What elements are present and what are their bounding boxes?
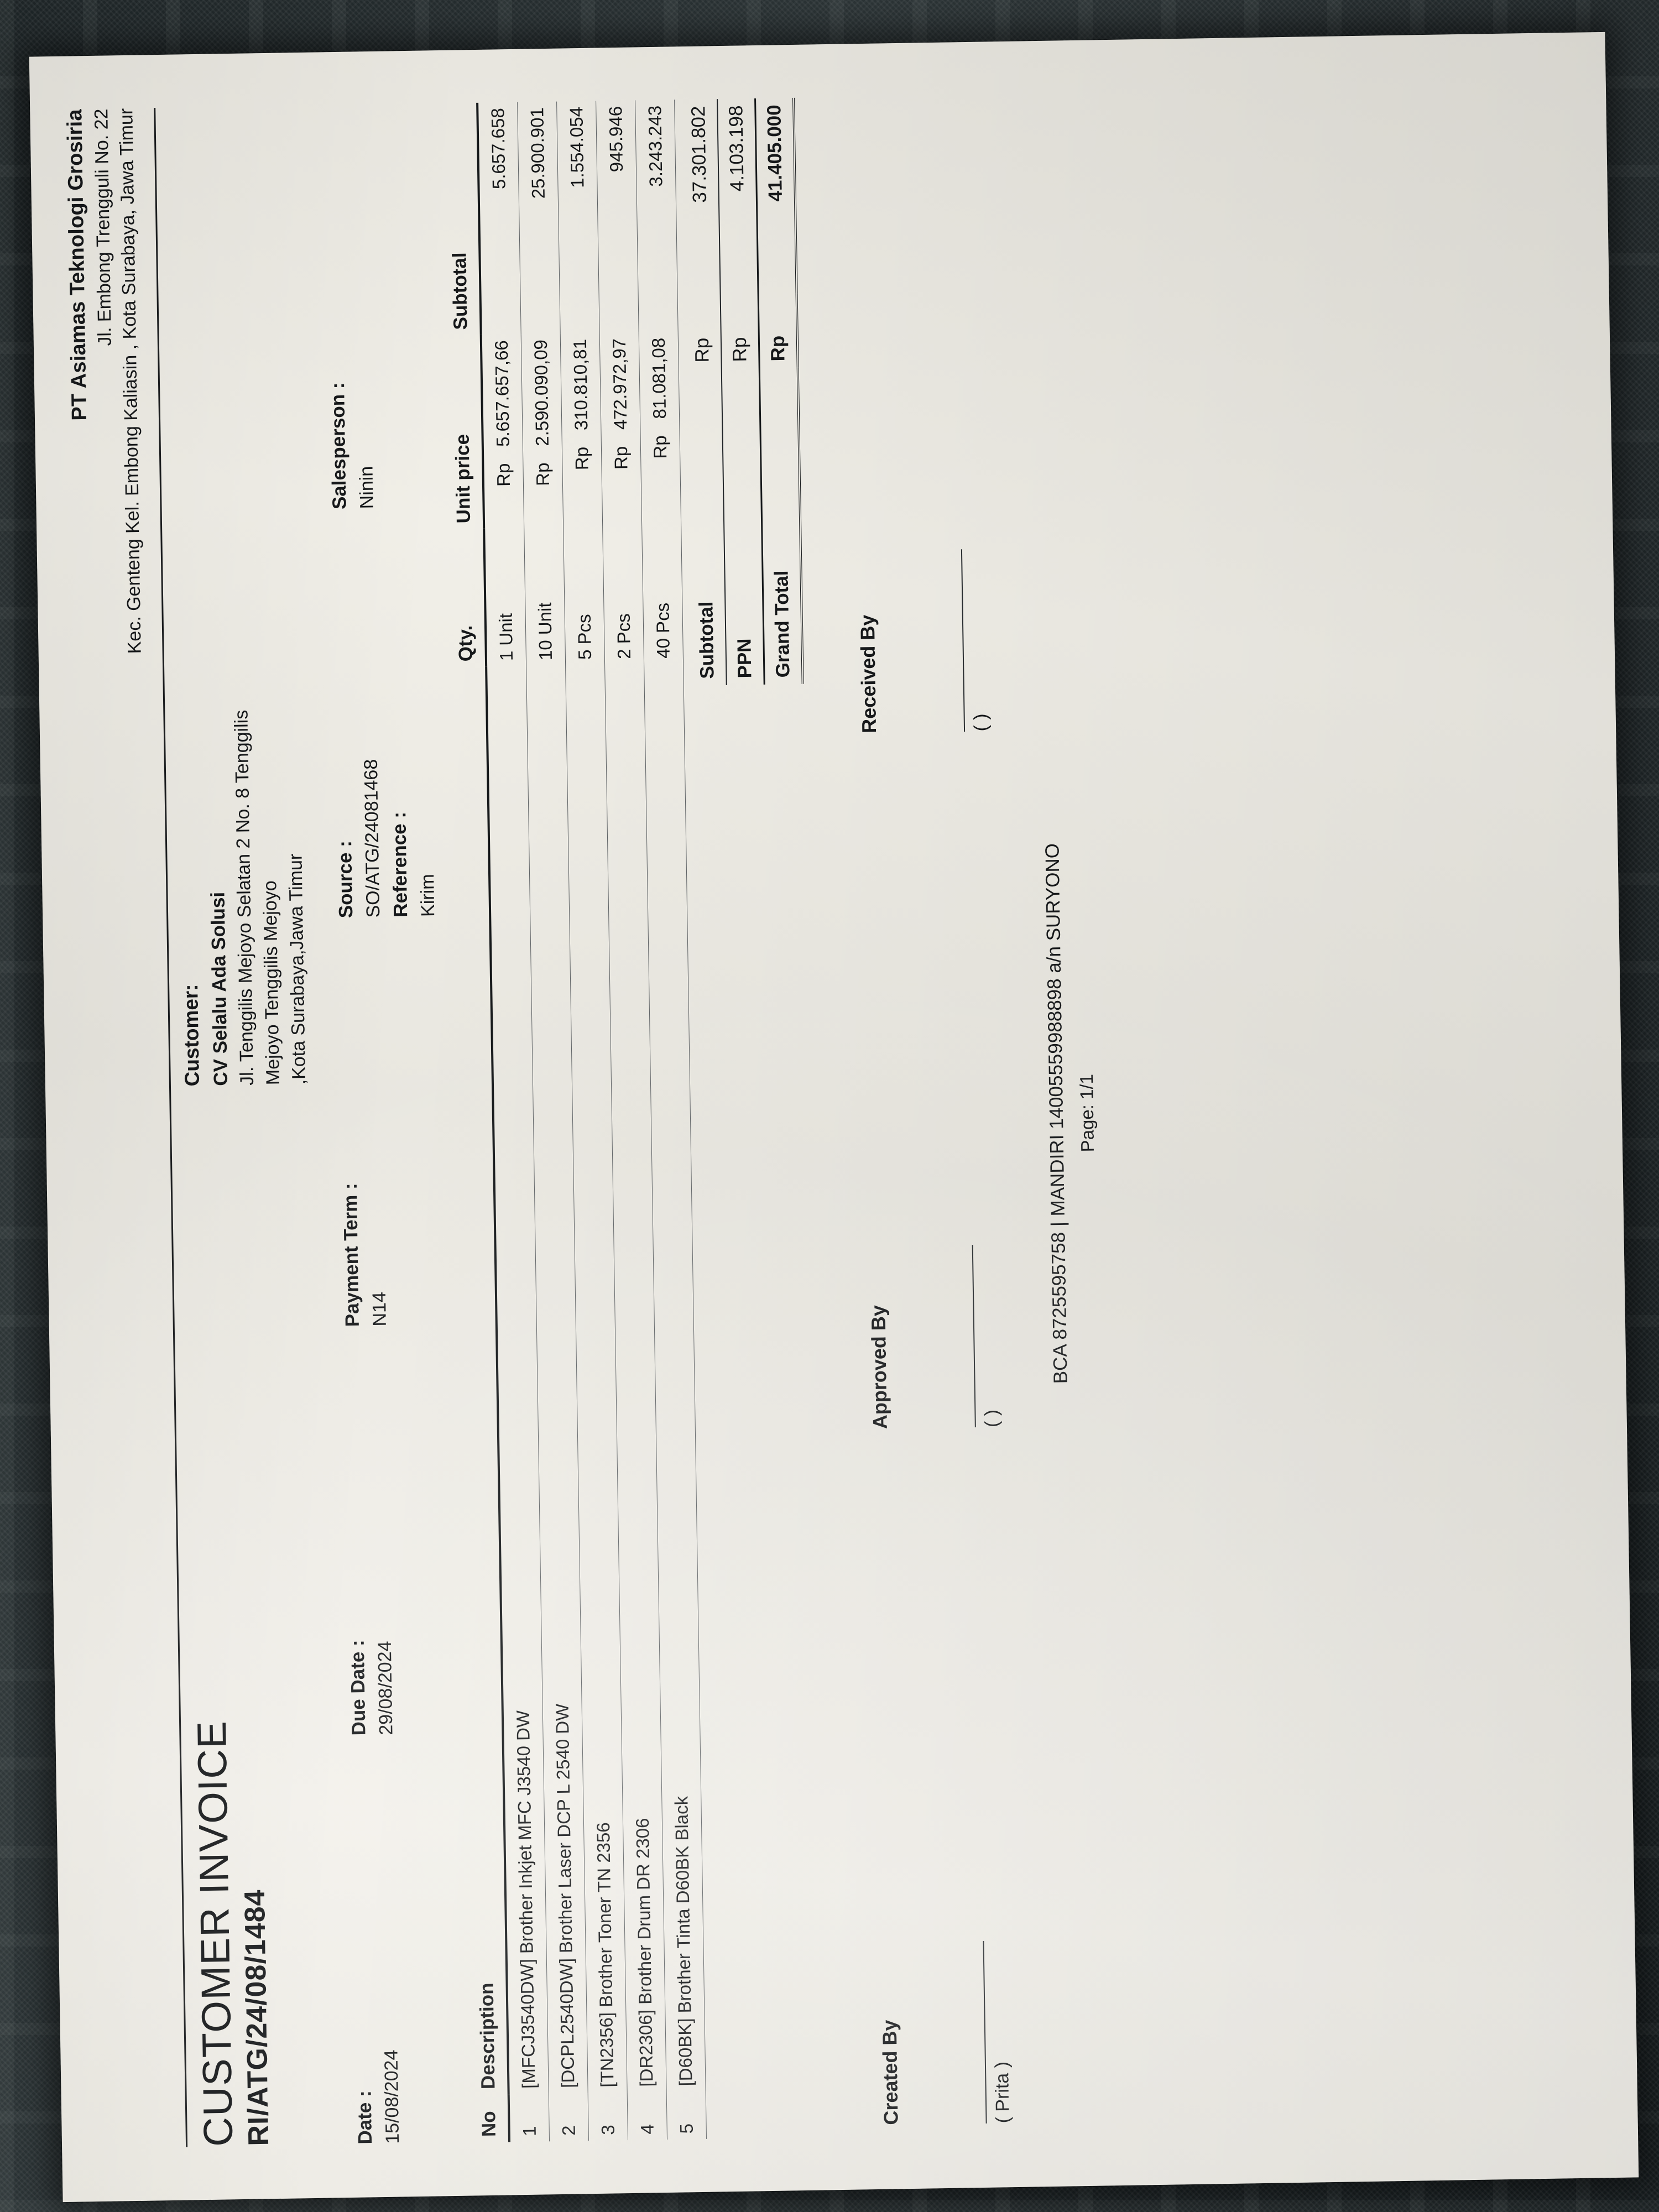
created-by-name: ( Prita )	[983, 1940, 1014, 2124]
cell-no: 3	[587, 2093, 628, 2141]
grand-total-label: Grand Total	[759, 367, 803, 685]
meta-field-salesperson: Salesperson : Ninin	[322, 105, 378, 510]
title-and-customer-row: CUSTOMER INVOICE RI/ATG/24/08/1484 Custo…	[165, 106, 329, 2147]
meta-field-date: Date : 15/08/2024	[348, 1739, 403, 2145]
currency-symbol: Rp	[532, 462, 553, 487]
col-header-unit-price: Unit price	[444, 335, 484, 529]
totals-block: Subtotal Rp 37.301.802 PPN Rp 4.103.198 …	[680, 97, 827, 2139]
cell-qty: 5 Pcs	[563, 526, 605, 666]
salesperson-value: Ninin	[356, 466, 378, 509]
payment-term-label: Payment Term :	[339, 1183, 363, 1327]
source-value: SO/ATG/24081468	[360, 759, 384, 918]
approved-by-name: ( )	[972, 1244, 1003, 1428]
received-by-name: ( )	[961, 549, 992, 732]
cell-subtotal: 25.900.901	[517, 101, 560, 335]
grand-total-currency: Rp	[758, 293, 798, 368]
cell-unit-price: Rp 472.972,97	[599, 332, 642, 527]
customer-block: Customer: CV Selalu Ada Solusi Jl. Tengg…	[165, 106, 312, 1098]
line-items-body: 1 [MFCJ3540DW] Brother Inkjet MFC J3540 D…	[477, 100, 707, 2142]
created-by-label: Created By	[878, 2020, 902, 2125]
subtotal-currency: Rp	[691, 337, 713, 363]
col-header-subtotal: Subtotal	[440, 102, 481, 336]
currency-symbol: Rp	[610, 446, 632, 470]
approved-by-label: Approved By	[867, 1305, 891, 1430]
cell-no: 1	[508, 2094, 550, 2142]
signature-created-by: Created By ( Prita )	[870, 1498, 1014, 2125]
cell-unit-price: Rp 2.590.090,09	[520, 333, 564, 528]
cell-unit-price: Rp 310.810,81	[560, 333, 603, 528]
cell-subtotal: 945.946	[596, 100, 639, 333]
cell-qty: 10 Unit	[524, 527, 566, 666]
invoice-number: RI/ATG/24/08/1484	[239, 1889, 275, 2147]
source-label: Source :	[333, 840, 357, 919]
date-label: Date :	[353, 2090, 376, 2145]
col-header-no: No	[472, 2094, 509, 2143]
unit-price-value: 2.590.090,09	[530, 339, 552, 447]
meta-field-reference: Reference : Kirim	[383, 512, 439, 917]
currency-symbol: Rp	[649, 435, 670, 459]
line-items-table: No Description Qty. Unit price Subtotal …	[440, 100, 707, 2143]
unit-price-value: 472.972,97	[608, 338, 631, 430]
payment-term-value: N14	[368, 1291, 390, 1327]
ppn-label: PPN	[721, 368, 764, 685]
meta-field-due-date: Due Date : 29/08/2024	[342, 1331, 397, 1736]
date-value: 15/08/2024	[380, 2049, 403, 2145]
cell-no: 2	[548, 2093, 589, 2142]
unit-price-value: 5.657.657,66	[491, 340, 513, 447]
company-header: PT Asiamas Teknologi Grosiria Jl. Embong…	[61, 108, 171, 2149]
due-date-value: 29/08/2024	[374, 1641, 397, 1735]
cell-qty: 40 Pcs	[641, 525, 684, 665]
cell-qty: 1 Unit	[483, 528, 526, 667]
due-date-label: Due Date :	[346, 1640, 370, 1736]
subtotal-value: 37.301.802	[687, 106, 711, 204]
signature-approved-by: Approved By ( )	[859, 802, 1003, 1430]
totals-table: Subtotal Rp 37.301.802 PPN Rp 4.103.198 …	[680, 97, 804, 686]
unit-price-value: 81.081,08	[648, 337, 670, 419]
ppn-currency: Rp	[720, 294, 759, 369]
salesperson-label: Salesperson :	[326, 382, 351, 510]
cell-subtotal: 5.657.658	[477, 102, 521, 335]
col-header-qty: Qty.	[447, 528, 486, 667]
cell-unit-price: Rp 5.657.657,66	[481, 334, 524, 529]
cell-no: 4	[627, 2091, 667, 2141]
reference-label: Reference :	[388, 811, 411, 917]
page-title: CUSTOMER INVOICE	[189, 1720, 242, 2147]
reference-value: Kirim	[416, 874, 439, 917]
document-title-block: CUSTOMER INVOICE RI/ATG/24/08/1484	[189, 1719, 276, 2147]
received-by-label: Received By	[855, 614, 880, 734]
document-footer: BCA 8725595758 | MANDIRI 14005559988898 …	[1030, 93, 1114, 2133]
cell-unit-price: Rp 81.081,08	[638, 332, 681, 526]
invoice-document: PT Asiamas Teknologi Grosiria Jl. Embong…	[29, 32, 1639, 2203]
signature-block: Created By ( Prita ) Approved By ( ) Rec…	[848, 95, 1014, 2136]
cell-subtotal: 3.243.243	[635, 100, 678, 333]
grand-total-value: 41.405.000	[755, 97, 797, 294]
currency-symbol: Rp	[571, 446, 592, 471]
signature-received-by: Received By ( )	[848, 106, 992, 734]
subtotal-label: Subtotal	[695, 601, 718, 679]
meta-field-payment-term: Payment Term : N14	[335, 922, 390, 1327]
currency-symbol: Rp	[493, 463, 514, 487]
ppn-value: 4.103.198	[717, 98, 758, 295]
invoice-paper-wrapper: PT Asiamas Teknologi Grosiria Jl. Embong…	[29, 32, 1639, 2203]
cell-no: 5	[666, 2091, 707, 2140]
cell-qty: 2 Pcs	[602, 526, 644, 665]
unit-price-value: 310.810,81	[569, 338, 592, 431]
meta-field-source: Source : SO/ATG/24081468	[328, 513, 384, 919]
cell-subtotal: 1.554.054	[556, 101, 599, 334]
